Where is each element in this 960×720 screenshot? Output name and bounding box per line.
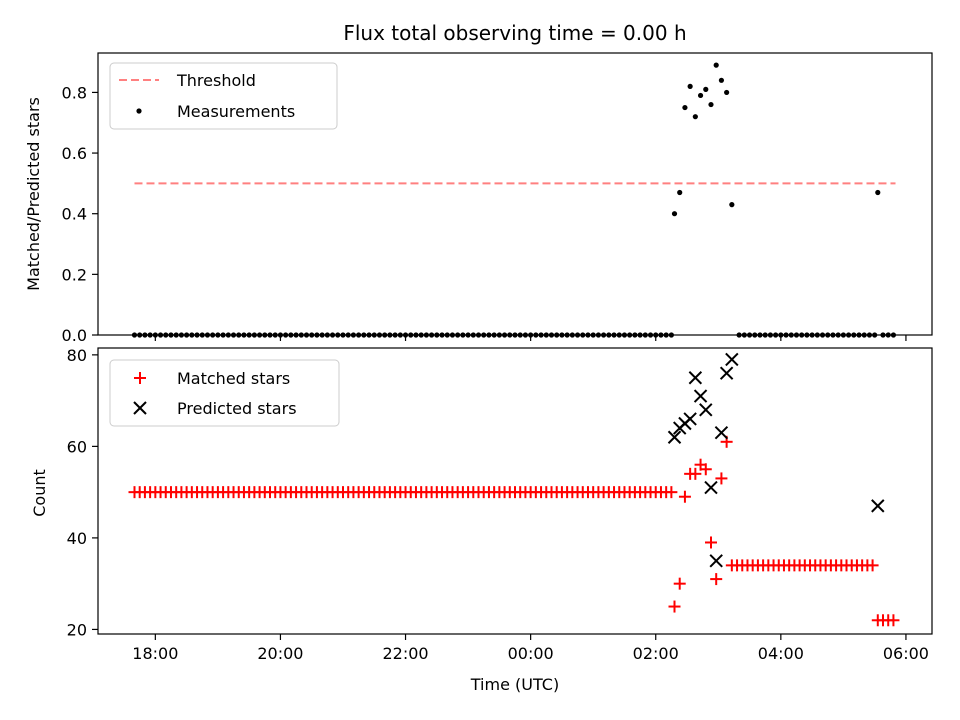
x-tick-label: 04:00 [758,644,804,663]
measurements-legend-marker [136,108,142,114]
bottom-legend: Matched stars Predicted stars [109,359,340,427]
top-y-tick-label: 0.4 [62,205,87,224]
predicted-star-point [709,554,723,568]
bottom-y-tick-label: 60 [67,437,87,456]
top-axes-frame [97,52,933,336]
x-tick-label: 02:00 [633,644,679,663]
bottom-y-axis-label: Count [30,469,49,517]
chart-title: Flux total observing time = 0.00 h [343,21,686,45]
measurement-point [677,189,683,196]
measurement-point [697,92,704,99]
predicted-legend-marker [133,401,147,415]
bottom-y-tick-label: 80 [67,346,87,365]
x-tick-label: 22:00 [382,644,428,663]
top-y-tick-label: 0.0 [62,326,87,345]
bottom-axes-frame [97,347,933,635]
matched-star-point [866,559,879,572]
matched-star-point [699,463,712,476]
predicted-star-point [688,371,703,385]
x-tick-label: 18:00 [132,644,178,663]
predicted-star-point [719,366,734,380]
bottom-y-tick-label: 20 [67,620,87,639]
top-legend: Threshold Measurements [109,62,338,130]
measurement-point [713,62,719,68]
x-axis-label: Time (UTC) [470,675,559,694]
predicted-star-point [725,352,739,367]
x-tick-label: 20:00 [257,644,303,663]
predicted-star-point [699,403,713,417]
measurement-point [687,83,693,89]
bottom-x-ticks: 18:00 20:00 22:00 00:00 02:00 04:00 06:00 [132,634,929,663]
x-tick-label: 06:00 [883,644,929,663]
matched-star-point [678,490,691,503]
measurement-point [671,211,678,217]
matched-star-point [710,573,723,586]
bottom-plot-panel: 20 40 60 80 18:00 20:00 22:00 00:00 02:00 04:00 0… [30,346,933,694]
top-y-axis-label: Matched/Predicted stars [24,97,43,291]
top-plot-panel: 0.00.20.40.60.8 Matched/Predicted stars … [24,52,933,345]
predicted-star-point [714,425,729,440]
legend-threshold-label: Threshold [176,71,256,90]
matched-star-point [715,472,728,485]
measurement-point [724,89,730,96]
bottom-y-ticks: 20 40 60 80 [67,346,98,639]
matched-star-point [704,536,717,549]
measurement-point [729,202,735,208]
legend-measurements-label: Measurements [177,102,295,121]
matched-star-point [887,614,900,627]
measurement-point [718,77,725,83]
measurement-point [708,101,714,108]
predicted-star-point [667,430,682,444]
legend-predicted-label: Predicted stars [177,399,297,418]
matched-star-point [665,486,678,499]
measurement-point [875,189,881,196]
matched-legend-marker [134,372,146,384]
top-y-tick-label: 0.8 [62,83,87,102]
matched-star-point [689,467,702,480]
matched-star-point [668,600,681,613]
measurement-point [692,114,698,120]
matched-stars-points [128,435,900,627]
top-legend-box [109,62,338,130]
measurement-point [703,86,709,92]
legend-matched-label: Matched stars [177,369,290,388]
top-y-ticks: 0.0 0.2 0.4 0.6 0.8 [62,83,98,345]
top-y-tick-label: 0.6 [62,144,87,163]
predicted-star-point [704,480,718,495]
bottom-y-tick-label: 40 [67,529,87,548]
bottom-legend-box [109,359,340,427]
measurement-point [682,104,688,111]
matched-star-point [673,577,686,590]
x-tick-label: 00:00 [508,644,554,663]
predicted-stars-points [667,352,885,568]
predicted-star-point [871,499,885,513]
top-y-tick-label: 0.2 [62,265,87,284]
predicted-star-point [693,389,708,403]
predicted-star-point [683,412,697,426]
